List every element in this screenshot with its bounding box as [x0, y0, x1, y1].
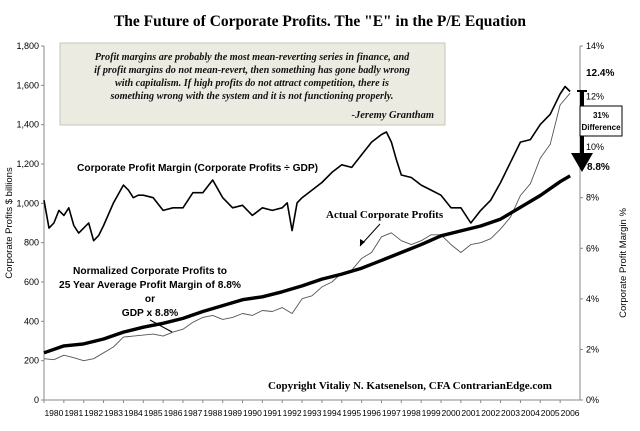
actual-profits-label: Actual Corporate Profits [326, 209, 444, 221]
y2-tick-label: 8% [586, 193, 599, 203]
x-tick-label: 2005 [541, 408, 560, 418]
x-tick-label: 2006 [561, 408, 580, 418]
y-tick-label: 0 [34, 395, 39, 405]
end-margin-label: 12.4% [586, 68, 614, 79]
y-tick-label: 400 [24, 316, 39, 326]
quote-box-bg [59, 42, 446, 126]
y2-tick-label: 14% [586, 41, 604, 51]
x-tick-label: 2002 [481, 408, 500, 418]
x-tick-label: 2000 [442, 408, 461, 418]
y-tick-label: 200 [24, 356, 39, 366]
x-tick-label: 1998 [402, 408, 421, 418]
x-tick-label: 1993 [303, 408, 322, 418]
x-tick-label: 2003 [501, 408, 520, 418]
x-tick-label: 1995 [342, 408, 361, 418]
y-tick-label: 800 [24, 238, 39, 248]
normalized-pointer [149, 319, 173, 333]
margin-series-line [43, 85, 571, 242]
y-tick-label: 1,200 [16, 159, 39, 169]
y-tick-label: 1,800 [16, 41, 39, 51]
difference-arrowhead [571, 153, 593, 172]
normalized-profits-line [43, 174, 571, 355]
x-tick-label: 1989 [223, 408, 242, 418]
copyright-text: Copyright Vitaliy N. Katsenelson, CFA Co… [268, 380, 552, 392]
difference-box [579, 105, 623, 137]
y-axis-title: Corporate Profits $ billions [4, 167, 15, 279]
actual-profits-arrowhead [360, 239, 365, 246]
quote-box: Profit margins are probably the most mea… [59, 42, 446, 126]
quote-line: with capitalism. If high profits do not … [115, 78, 389, 89]
quote-line: Profit margins are probably the most mea… [95, 52, 410, 63]
x-tick-label: 2004 [521, 408, 540, 418]
quote-line: something wrong with the system and it i… [110, 91, 394, 102]
normalized-label: Normalized Corporate Profits to 25 Year … [59, 266, 241, 319]
x-tick-label: 2001 [461, 408, 480, 418]
x-tick-label: 1991 [263, 408, 282, 418]
quote-line: if profit margins do not mean-revert, th… [94, 65, 410, 76]
x-tick-label: 1990 [243, 408, 262, 418]
x-tick-label: 1982 [84, 408, 103, 418]
y-tick-label: 1,600 [16, 80, 39, 90]
margin-series-label: Corporate Profit Margin (Corporate Profi… [77, 163, 318, 174]
x-tick-label: 1994 [322, 408, 341, 418]
y2-tick-label: 0% [586, 395, 599, 405]
y-tick-label: 600 [24, 277, 39, 287]
normalized-label-line: or [145, 294, 155, 305]
y2-tick-label: 2% [586, 344, 599, 354]
difference-callout: 31% Difference [571, 90, 623, 172]
x-tick-label: 1986 [164, 408, 183, 418]
normalized-label-line: GDP x 8.8% [122, 308, 178, 319]
y2-tick-label: 6% [586, 243, 599, 253]
x-tick-label: 1980 [44, 408, 63, 418]
x-tick-label: 1983 [104, 408, 123, 418]
y2-axis-title: Corporate Profit Margin % [618, 208, 629, 318]
chart-title: The Future of Corporate Profits. The "E"… [114, 13, 526, 30]
x-tick-label: 1999 [422, 408, 441, 418]
normalized-label-line: 25 Year Average Profit Margin of 8.8% [59, 280, 241, 291]
axes: 0 200 400 600 800 1,000 1,200 1,400 1,600 1,800 0%… [4, 41, 629, 418]
x-tick-label: 1981 [64, 408, 83, 418]
y2-tick-label: 12% [586, 92, 604, 102]
y2-tick-label: 10% [586, 142, 604, 152]
x-tick-label: 1992 [283, 408, 302, 418]
x-tick-label: 1984 [124, 408, 143, 418]
x-tick-label: 1988 [203, 408, 222, 418]
y-tick-label: 1,400 [16, 120, 39, 130]
difference-percent: 31% [593, 111, 609, 120]
actual-profits-line [43, 92, 571, 362]
x-tick-label: 1985 [144, 408, 163, 418]
series-layer [43, 85, 571, 362]
x-tick-label: 1997 [382, 408, 401, 418]
normalized-label-line: Normalized Corporate Profits to [73, 266, 227, 277]
avg-margin-label: 8.8% [587, 162, 610, 173]
y-tick-label: 1,000 [16, 198, 39, 208]
x-tick-label: 1996 [362, 408, 381, 418]
quote-attribution: -Jeremy Grantham [351, 110, 434, 121]
y2-tick-label: 4% [586, 294, 599, 304]
difference-word: Difference [581, 123, 621, 132]
x-tick-label: 1987 [183, 408, 202, 418]
